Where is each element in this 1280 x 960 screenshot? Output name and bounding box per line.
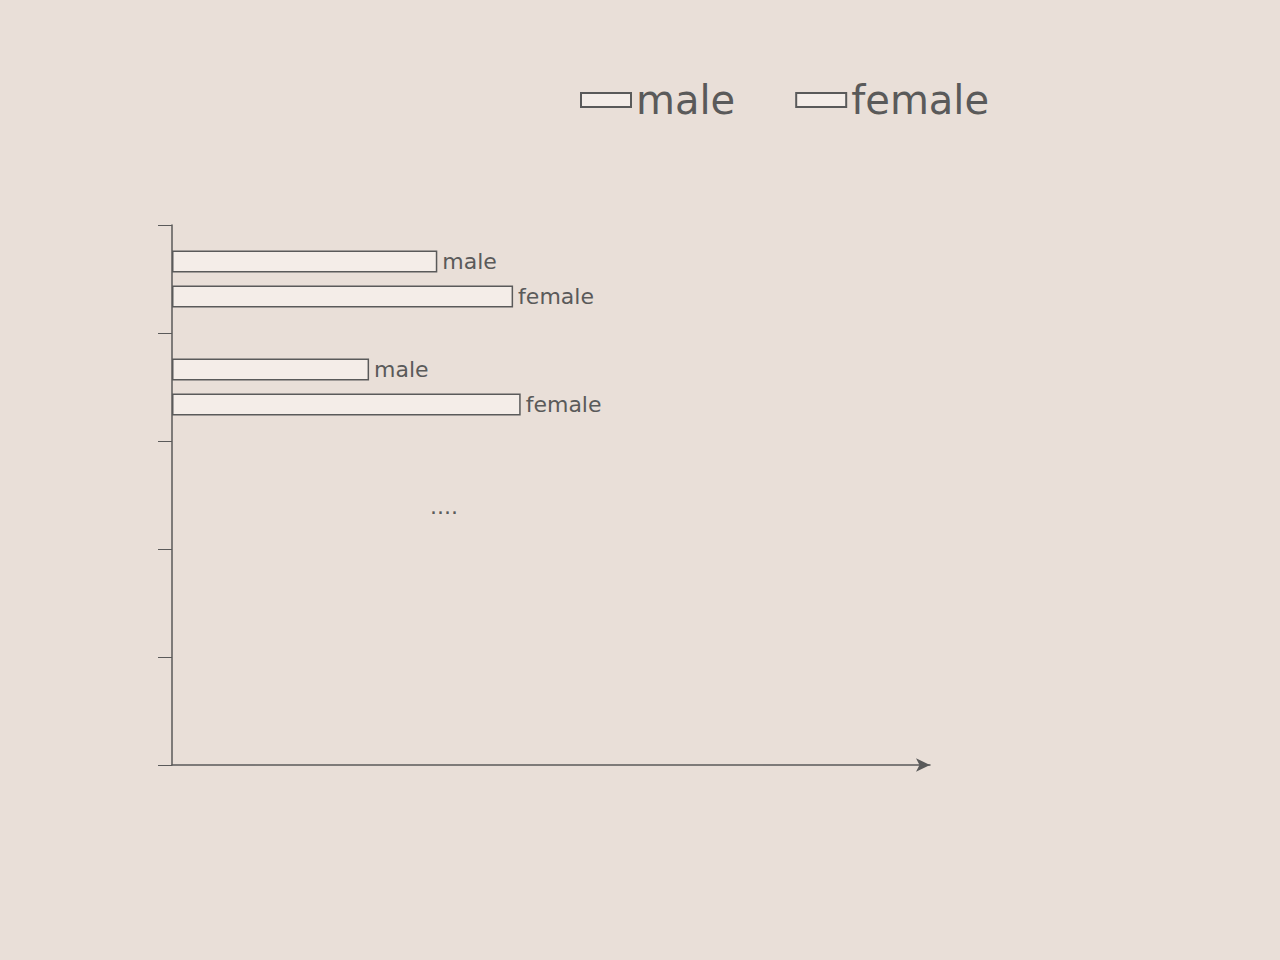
svg-text:female: female [526,392,602,417]
svg-text:male: male [374,357,429,382]
svg-text:female: female [851,77,989,123]
svg-text:female: female [518,284,594,309]
svg-text:....: .... [430,494,458,519]
svg-text:male: male [636,77,735,123]
svg-text:male: male [442,249,497,274]
